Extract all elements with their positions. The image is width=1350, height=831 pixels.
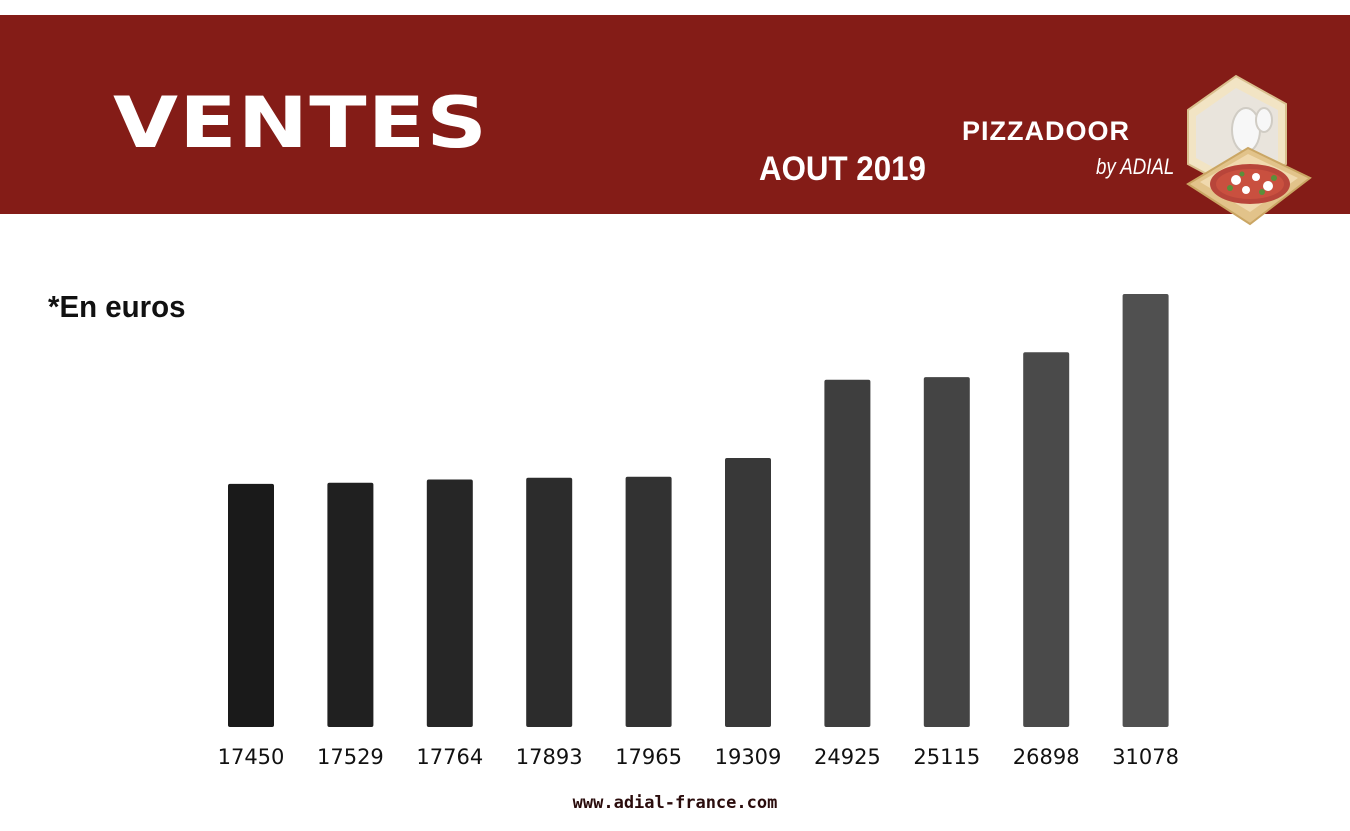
tick-label: 17893: [516, 745, 583, 769]
tick-label: 17965: [615, 745, 682, 769]
tick-label: 17764: [416, 745, 483, 769]
bar: [824, 379, 871, 727]
bar: [1122, 294, 1169, 727]
brand-name: PIZZADOOR: [962, 116, 1130, 146]
bar: [526, 477, 573, 727]
brand-logo: PIZZADOOR by ADIAL: [962, 118, 1177, 190]
period-label: AOUT 2019: [759, 150, 926, 188]
tick-label: 24925: [814, 745, 881, 769]
tick-label: 31078: [1112, 745, 1179, 769]
pizza-box-icon: [1186, 74, 1312, 226]
page-title: VENTES: [113, 82, 489, 164]
footer-url[interactable]: www.adial-france.com: [572, 793, 778, 813]
bar: [327, 482, 374, 727]
bar: [923, 377, 970, 727]
bar: [625, 476, 672, 727]
bar: [725, 457, 771, 727]
bar: [228, 483, 274, 727]
tick-label: 19309: [715, 745, 782, 769]
tick-label: 17450: [218, 745, 285, 769]
bar: [426, 479, 473, 727]
tick-label: 17529: [317, 745, 384, 769]
tick-label: 25115: [913, 745, 980, 769]
tick-label: 26898: [1013, 745, 1080, 769]
brand-subtitle: by ADIAL: [1096, 154, 1175, 179]
bar: [1023, 352, 1070, 727]
header-banner: [0, 15, 1350, 214]
unit-note: *En euros: [48, 289, 186, 324]
